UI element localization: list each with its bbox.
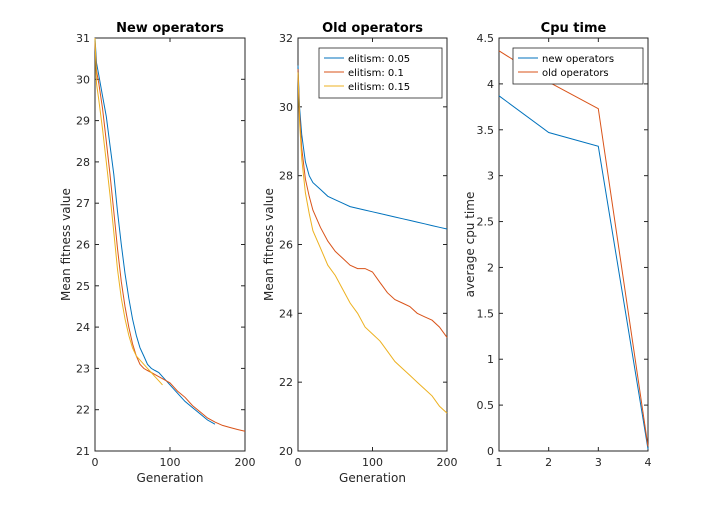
legend: new operators old operators bbox=[512, 47, 644, 85]
y-tick-label: 20 bbox=[279, 445, 293, 458]
y-tick-label: 4 bbox=[487, 78, 494, 91]
legend-box bbox=[318, 47, 443, 99]
x-tick-label: 0 bbox=[92, 456, 99, 469]
series-line-1 bbox=[498, 95, 649, 450]
x-tick-label: 1 bbox=[496, 456, 503, 469]
y-tick-label: 24 bbox=[279, 307, 293, 320]
series-line-1 bbox=[297, 65, 448, 230]
x-tick-label: 100 bbox=[362, 456, 383, 469]
y-axis-label: Mean fitness value bbox=[262, 188, 276, 301]
y-tick-label: 0 bbox=[487, 445, 494, 458]
chart-3: 1 2 3 4 0 0.5 1 1.5 2 2.5 3 3.5 4 4.5 Cpu time average … bbox=[463, 21, 652, 469]
y-tick-label: 23 bbox=[76, 362, 90, 375]
series-line-2 bbox=[297, 68, 448, 338]
series-line-3 bbox=[94, 37, 163, 386]
chart-title: Cpu time bbox=[541, 21, 607, 36]
legend-box bbox=[512, 47, 644, 85]
y-tick-label: 24 bbox=[76, 321, 90, 334]
legend: elitism: 0.05 elitism: 0.1 elitism: 0.15 bbox=[318, 47, 443, 99]
legend-label: new operators bbox=[542, 54, 614, 65]
y-tick-label: 1 bbox=[487, 353, 494, 366]
x-tick-label: 2 bbox=[545, 456, 552, 469]
y-tick-label: 30 bbox=[76, 73, 90, 86]
y-tick-label: 26 bbox=[279, 239, 293, 252]
x-tick-label: 4 bbox=[645, 456, 652, 469]
y-tick-label: 25 bbox=[76, 280, 90, 293]
x-tick-label: 3 bbox=[595, 456, 602, 469]
y-axis-label: average cpu time bbox=[463, 192, 477, 298]
y-tick-label: 22 bbox=[76, 404, 90, 417]
y-tick-label: 28 bbox=[279, 170, 293, 183]
x-tick-label: 100 bbox=[160, 456, 181, 469]
y-tick-label: 32 bbox=[279, 32, 293, 45]
y-tick-label: 28 bbox=[76, 156, 90, 169]
y-tick-label: 4.5 bbox=[477, 32, 495, 45]
chart-title: New operators bbox=[116, 21, 224, 36]
y-tick-label: 1.5 bbox=[477, 307, 495, 320]
legend-label: elitism: 0.1 bbox=[348, 68, 404, 79]
y-tick-label: 29 bbox=[76, 115, 90, 128]
x-axis-label: Generation bbox=[339, 471, 406, 485]
plot-area bbox=[498, 37, 649, 452]
plot-area bbox=[94, 37, 246, 452]
y-tick-label: 3 bbox=[487, 170, 494, 183]
y-tick-label: 30 bbox=[279, 101, 293, 114]
y-tick-label: 27 bbox=[76, 197, 90, 210]
x-axis-label: Generation bbox=[137, 471, 204, 485]
legend-label: elitism: 0.05 bbox=[348, 54, 410, 65]
chart-1: 0 100 200 21 22 23 24 25 26 27 28 29 30 31 New operato… bbox=[59, 21, 256, 485]
x-tick-label: 200 bbox=[437, 456, 458, 469]
y-axis-label: Mean fitness value bbox=[59, 188, 73, 301]
x-tick-label: 0 bbox=[295, 456, 302, 469]
x-tick-label: 200 bbox=[235, 456, 256, 469]
y-tick-label: 21 bbox=[76, 445, 90, 458]
y-tick-label: 31 bbox=[76, 32, 90, 45]
series-line-3 bbox=[297, 72, 448, 414]
y-tick-label: 0.5 bbox=[477, 399, 495, 412]
y-tick-label: 3.5 bbox=[477, 124, 495, 137]
legend-label: elitism: 0.15 bbox=[348, 82, 410, 93]
chart-2: 0 100 200 20 22 24 26 28 30 32 Old operators Genera… bbox=[262, 21, 458, 485]
series-line-2 bbox=[94, 42, 246, 432]
y-tick-label: 2.5 bbox=[477, 216, 495, 229]
y-tick-label: 2 bbox=[487, 261, 494, 274]
y-tick-label: 22 bbox=[279, 376, 293, 389]
chart-title: Old operators bbox=[322, 21, 423, 36]
series-line-1 bbox=[94, 37, 216, 425]
legend-label: old operators bbox=[542, 68, 609, 79]
y-tick-label: 26 bbox=[76, 239, 90, 252]
